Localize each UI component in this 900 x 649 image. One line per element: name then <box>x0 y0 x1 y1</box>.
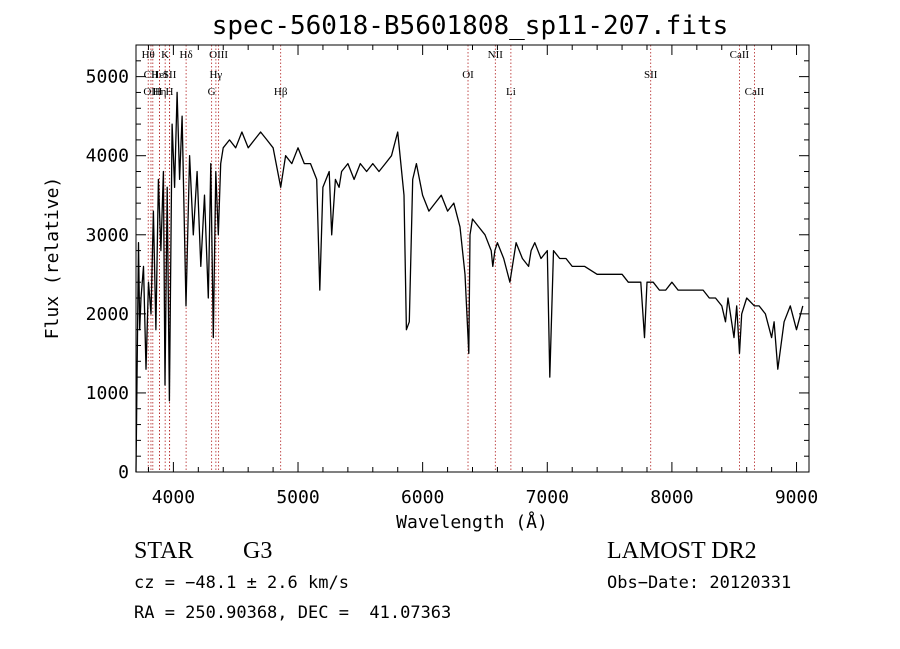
line-marker-label: Hθ <box>142 49 155 61</box>
line-marker-label: H <box>166 86 174 98</box>
y-tick-label: 2000 <box>86 304 129 325</box>
line-markers <box>147 45 755 472</box>
line-marker-label: SII <box>163 69 177 81</box>
y-axis-ticks: 0 1000 2000 3000 4000 5000 <box>86 60 809 483</box>
x-axis-ticks: 4000 5000 6000 7000 8000 9000 <box>147 45 818 508</box>
y-tick-label: 1000 <box>86 383 129 404</box>
line-marker-label: CaII <box>745 86 765 98</box>
line-marker-label: OIII <box>143 86 162 98</box>
line-marker-label: CaII <box>730 49 750 61</box>
y-tick-label: 5000 <box>86 67 129 88</box>
x-tick-label: 5000 <box>276 487 319 508</box>
y-tick-label: 0 <box>118 462 129 483</box>
chart-title: spec-56018-B5601808_sp11-207.fits <box>212 11 729 41</box>
spectrum-line <box>135 91 804 473</box>
line-marker-label: Hδ <box>180 49 193 61</box>
redshift-velocity: cz = −48.1 ± 2.6 km/s <box>134 573 349 593</box>
y-axis-label: Flux (relative) <box>42 177 63 340</box>
line-marker-label: Hγ <box>209 69 222 81</box>
line-marker-label: HeI <box>151 69 168 81</box>
coordinates: RA = 250.90368, DEC = 41.07363 <box>134 603 452 623</box>
line-marker-label: OI <box>462 69 474 81</box>
line-marker-label: CII <box>144 69 159 81</box>
y-tick-label: 3000 <box>86 225 129 246</box>
spectral-class: G3 <box>243 538 273 564</box>
line-marker-label: Hβ <box>274 86 288 98</box>
x-tick-label: 8000 <box>650 487 693 508</box>
line-marker-label: NII <box>488 49 504 61</box>
line-marker-label: Hη <box>153 86 167 98</box>
survey-name: LAMOST DR2 <box>607 538 757 564</box>
x-tick-label: 7000 <box>526 487 569 508</box>
line-marker-label: OIII <box>209 49 228 61</box>
x-axis-label: Wavelength (Å) <box>396 511 548 533</box>
x-tick-label: 9000 <box>775 487 818 508</box>
observation-date: Obs−Date: 20120331 <box>607 573 792 593</box>
line-marker-label: G <box>208 86 216 98</box>
x-tick-label: 4000 <box>152 487 195 508</box>
line-marker-labels: Hθ CII OIII K HeI Hη SII H Hδ OIII Hγ G Hβ OI NII Li SII… <box>142 49 765 98</box>
object-type: STAR <box>134 538 194 564</box>
line-marker-label: Li <box>506 86 516 98</box>
line-marker-label: K <box>161 49 169 61</box>
line-marker-label: SII <box>644 69 658 81</box>
y-tick-label: 4000 <box>86 146 129 167</box>
plot-frame <box>135 44 810 473</box>
x-tick-label: 6000 <box>401 487 444 508</box>
